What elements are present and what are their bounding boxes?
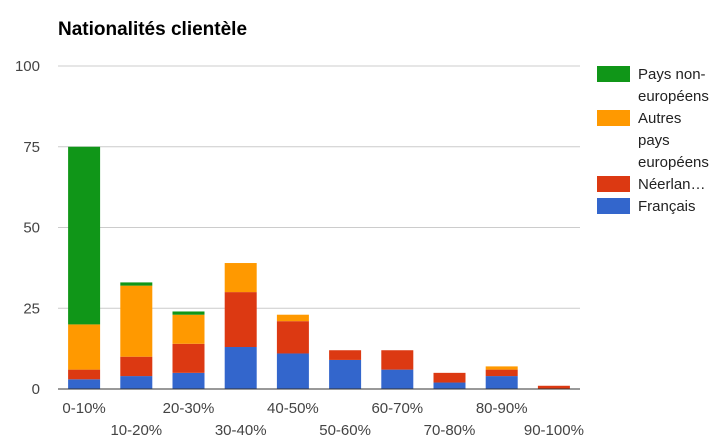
bars — [68, 146, 570, 389]
x-tick-label: 40-50% — [267, 400, 319, 417]
bar-segment — [120, 356, 153, 377]
x-tick-label: 90-100% — [524, 422, 584, 436]
bar-segment — [485, 369, 518, 377]
chart-title: Nationalités clientèle — [58, 19, 247, 40]
x-tick-label: 20-30% — [163, 400, 215, 417]
bar-segment — [485, 366, 518, 370]
legend-swatch — [597, 198, 630, 214]
legend-item: Pays non-européens — [597, 66, 709, 105]
bar-segment — [120, 285, 153, 357]
x-tick-label: 80-90% — [476, 400, 528, 417]
bar-segment — [381, 369, 414, 389]
bar-segment — [120, 282, 153, 286]
bar-segment — [329, 350, 362, 360]
x-tick-label: 30-40% — [215, 422, 267, 436]
y-tick-label: 25 — [23, 300, 40, 317]
x-tick-label: 60-70% — [371, 400, 423, 417]
bar-segment — [68, 146, 101, 325]
bar-segment — [433, 382, 466, 389]
bar-segment — [276, 321, 309, 354]
bar-segment — [329, 359, 362, 389]
bar-segment — [537, 385, 570, 389]
bar-segment — [68, 324, 101, 370]
x-tick-label: 0-10% — [62, 400, 105, 417]
legend-item: Autres pays européens — [597, 110, 709, 171]
bar-segment — [433, 372, 466, 383]
bar-segment — [224, 263, 257, 293]
legend-label: Autres pays européens — [638, 110, 709, 171]
legend-label: Pays non-européens — [638, 66, 709, 105]
y-tick-label: 100 — [15, 58, 40, 75]
bar-segment — [224, 292, 257, 348]
x-tick-label: 10-20% — [110, 422, 162, 436]
legend-swatch — [597, 176, 630, 192]
y-tick-label: 0 — [32, 381, 40, 398]
legend-swatch — [597, 66, 630, 82]
y-tick-label: 75 — [23, 139, 40, 156]
bar-segment — [381, 350, 414, 370]
gridlines — [58, 65, 580, 309]
x-tick-label: 50-60% — [319, 422, 371, 436]
x-axis-ticks: 0-10% 10-20%20-30%30-40%40-50%50-60%60-70… — [62, 400, 584, 436]
bar-segment — [276, 314, 309, 322]
bar-segment — [172, 311, 205, 315]
bar-segment — [172, 372, 205, 389]
legend-label: Français — [638, 198, 696, 215]
bar-segment — [68, 369, 101, 380]
bar-segment — [120, 376, 153, 389]
y-tick-label: 50 — [23, 220, 40, 237]
legend-label: Néerlan… — [638, 176, 706, 193]
bar-segment — [224, 347, 257, 389]
bar-segment — [172, 314, 205, 344]
legend: Pays non-européens Autres pays européens Née… — [597, 66, 709, 215]
legend-item: Néerlan… — [597, 176, 706, 193]
bar-segment — [68, 379, 101, 389]
x-tick-label: 70-80% — [424, 422, 476, 436]
bar-segment — [172, 343, 205, 373]
bar-segment — [485, 376, 518, 389]
legend-swatch — [597, 110, 630, 126]
y-axis-ticks: 0 25 50 75 100 — [15, 58, 40, 398]
legend-item: Français — [597, 198, 696, 215]
bar-segment — [276, 353, 309, 389]
